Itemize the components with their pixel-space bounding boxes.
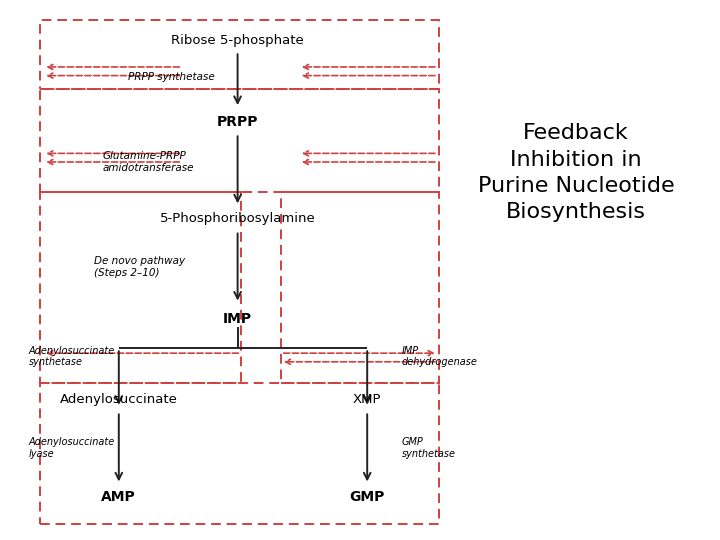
Bar bbox=[40, 383, 439, 524]
Text: IMP
dehydrogenase: IMP dehydrogenase bbox=[402, 346, 477, 367]
Text: XMP: XMP bbox=[353, 393, 382, 406]
Bar bbox=[40, 89, 439, 192]
Bar bbox=[40, 192, 241, 383]
Text: PRPP: PRPP bbox=[217, 114, 258, 129]
Text: Adenylosuccinate
synthetase: Adenylosuccinate synthetase bbox=[29, 346, 115, 367]
Text: Adenylosuccinate: Adenylosuccinate bbox=[60, 393, 178, 406]
Text: 5-Phosphoribosylamine: 5-Phosphoribosylamine bbox=[160, 212, 315, 225]
Text: Glutamine-PRPP
amidotransferase: Glutamine-PRPP amidotransferase bbox=[102, 151, 194, 173]
Bar bbox=[40, 20, 439, 89]
Text: PRPP synthetase: PRPP synthetase bbox=[128, 72, 215, 82]
Text: De novo pathway
(Steps 2–10): De novo pathway (Steps 2–10) bbox=[94, 256, 185, 278]
Text: AMP: AMP bbox=[102, 490, 136, 504]
Bar bbox=[281, 192, 439, 383]
Text: GMP
synthetase: GMP synthetase bbox=[402, 437, 456, 459]
Text: Adenylosuccinate
lyase: Adenylosuccinate lyase bbox=[29, 437, 115, 459]
Text: GMP: GMP bbox=[349, 490, 385, 504]
Text: Ribose 5-phosphate: Ribose 5-phosphate bbox=[171, 34, 304, 47]
Text: IMP: IMP bbox=[223, 312, 252, 326]
Text: Feedback
Inhibition in
Purine Nucleotide
Biosynthesis: Feedback Inhibition in Purine Nucleotide… bbox=[477, 123, 675, 222]
